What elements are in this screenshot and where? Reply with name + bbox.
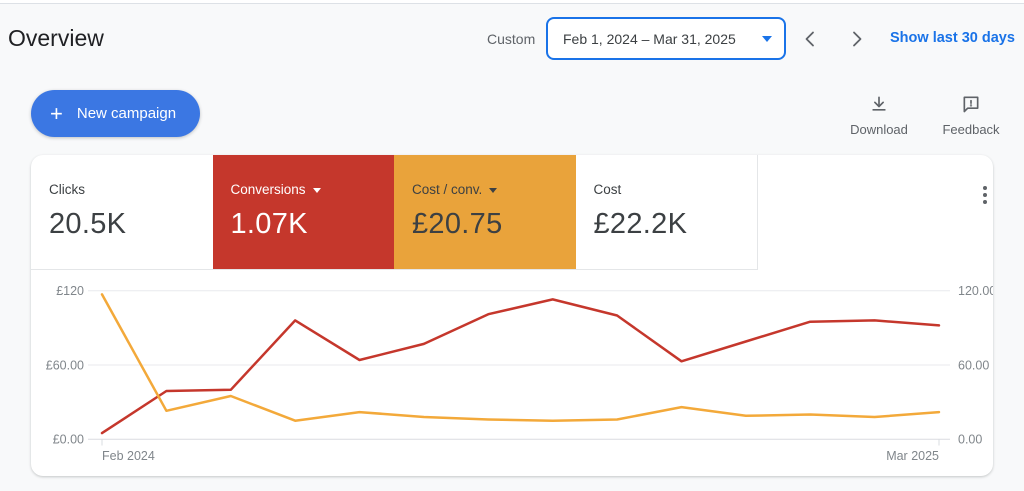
previous-period-button[interactable]: [795, 24, 825, 54]
scorecard-cost-label: Cost: [593, 182, 622, 197]
right-axis-tick-60: 60.00: [958, 358, 989, 372]
header-divider: [0, 3, 1024, 4]
conversions-line: [100, 298, 941, 435]
download-label: Download: [850, 122, 908, 137]
next-period-button[interactable]: [842, 24, 872, 54]
time-series-chart[interactable]: £120 £60.00 £0.00 120.00 60.00 0.00 Feb …: [31, 270, 997, 476]
overview-chart-card: Clicks 20.5K Conversions 1.07K Cost / co…: [31, 155, 997, 476]
show-last-30-days-link[interactable]: Show last 30 days: [890, 30, 1015, 46]
kebab-icon: [983, 186, 987, 190]
scorecard-cost-per-conv[interactable]: Cost / conv. £20.75: [394, 155, 576, 269]
date-range-type-label: Custom: [487, 31, 536, 47]
left-axis-tick-60: £60.00: [46, 358, 84, 372]
right-axis-tick-0: 0.00: [958, 433, 982, 447]
scorecard-clicks-label: Clicks: [49, 182, 85, 197]
card-more-options-button[interactable]: [969, 179, 1001, 211]
download-button[interactable]: Download: [847, 92, 911, 137]
download-icon: [847, 92, 911, 116]
new-campaign-button[interactable]: + New campaign: [31, 90, 201, 137]
left-axis-tick-0: £0.00: [53, 433, 84, 447]
plus-icon: +: [50, 100, 63, 126]
chevron-left-icon: [805, 31, 814, 47]
right-axis-tick-120: 120.00: [958, 284, 993, 298]
scorecard-cost-per-conv-value: £20.75: [412, 208, 503, 240]
feedback-button[interactable]: Feedback: [939, 92, 1003, 137]
scorecard-clicks-value: 20.5K: [49, 208, 127, 240]
feedback-icon: [939, 92, 1003, 116]
page-title: Overview: [8, 25, 104, 51]
date-range-value: Feb 1, 2024 – Mar 31, 2025: [563, 30, 736, 47]
chevron-right-icon: [853, 31, 862, 47]
scorecard-cost-value: £22.2K: [593, 208, 688, 240]
scorecard-conversions-value: 1.07K: [230, 208, 308, 240]
chevron-down-icon: [489, 188, 498, 193]
left-axis-tick-120: £120: [56, 284, 84, 298]
scorecard-conversions[interactable]: Conversions 1.07K: [212, 155, 394, 269]
scorecard-cost-per-conv-label: Cost / conv.: [412, 182, 483, 197]
chevron-down-icon: [762, 35, 772, 42]
scorecard-conversions-label: Conversions: [230, 182, 306, 197]
x-axis-label-first: Feb 2024: [102, 449, 155, 463]
new-campaign-label: New campaign: [76, 105, 177, 122]
feedback-label: Feedback: [942, 122, 1000, 137]
cost-conv-line: [100, 293, 941, 422]
window-top-strip: [0, 0, 1024, 3]
chevron-down-icon: [312, 188, 321, 193]
x-axis-label-last: Mar 2025: [886, 449, 939, 463]
scorecard-cost: Cost £22.2K: [576, 155, 758, 269]
date-range-picker[interactable]: Feb 1, 2024 – Mar 31, 2025: [546, 17, 786, 60]
scorecard-clicks: Clicks 20.5K: [31, 155, 213, 269]
scorecard-strip: Clicks 20.5K Conversions 1.07K Cost / co…: [31, 155, 758, 270]
